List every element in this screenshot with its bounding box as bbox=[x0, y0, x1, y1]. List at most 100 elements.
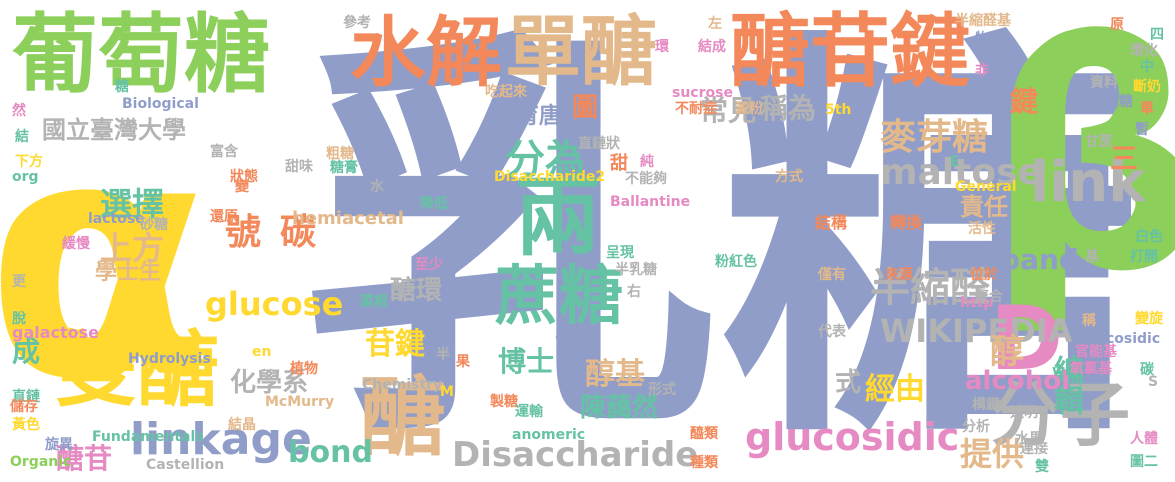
cloud-word: 國立臺灣大學 bbox=[42, 116, 186, 144]
cloud-word: 結構 bbox=[815, 213, 848, 232]
cloud-word: 富含 bbox=[210, 144, 238, 160]
cloud-word: anomeric bbox=[512, 427, 586, 443]
cloud-word: glucose bbox=[205, 285, 344, 323]
cloud-word: 還原 bbox=[210, 209, 238, 225]
cloud-word: Disaccharide bbox=[452, 435, 699, 475]
cloud-word: 代表 bbox=[818, 324, 846, 340]
cloud-word: 分為 bbox=[505, 137, 585, 183]
cloud-word: 形式 bbox=[648, 382, 676, 398]
cloud-word: 成 bbox=[12, 335, 41, 368]
cloud-word: 砂糖 bbox=[140, 217, 168, 233]
cloud-word: 更 bbox=[12, 274, 26, 290]
cloud-word: 黃色 bbox=[12, 417, 40, 433]
cloud-word: 不能夠 bbox=[625, 171, 667, 187]
cloud-word: 醇基 bbox=[585, 357, 645, 392]
cloud-word: 醇 bbox=[990, 332, 1024, 372]
cloud-word: 苷鍵 bbox=[365, 327, 425, 362]
cloud-word: 位於 bbox=[970, 267, 998, 283]
cloud-word: Organic bbox=[10, 454, 72, 470]
cloud-word: 降低 bbox=[420, 196, 448, 212]
cloud-word: 方式 bbox=[775, 169, 803, 185]
cloud-word: 糖 bbox=[115, 79, 129, 95]
cloud-word: wiki bbox=[1052, 363, 1084, 379]
cloud-word: 然 bbox=[12, 103, 26, 119]
cloud-word: 半乳糖 bbox=[615, 262, 657, 278]
cloud-word: 圖二 bbox=[1130, 454, 1158, 470]
cloud-word: 直鏈 bbox=[12, 389, 40, 405]
cloud-word: 僅有 bbox=[818, 267, 846, 283]
cloud-word: 圖 bbox=[572, 93, 599, 123]
cloud-word: 單醣 bbox=[505, 7, 657, 96]
cloud-word: alcohol bbox=[965, 366, 1071, 396]
cloud-word: maltose bbox=[880, 152, 1042, 193]
cloud-word: 不耐症 bbox=[675, 101, 717, 117]
cloud-word: 緩慢 bbox=[62, 236, 90, 252]
cloud-word: 原 bbox=[1110, 17, 1124, 33]
cloud-word: 蔗糖 bbox=[495, 260, 623, 334]
cloud-word: 博士 bbox=[498, 345, 555, 378]
cloud-word: linkage bbox=[130, 414, 312, 465]
cloud-word: 兩 bbox=[515, 168, 601, 268]
cloud-word: 透明 bbox=[1010, 405, 1038, 421]
cloud-word: 至少 bbox=[415, 257, 443, 273]
cloud-word: Hydrolysis bbox=[128, 351, 211, 367]
cloud-word: 下方 bbox=[15, 154, 43, 170]
cloud-word: WIKIPEDIA bbox=[880, 312, 1073, 350]
cloud-word: Biological bbox=[122, 96, 199, 112]
cloud-word: 果糖 bbox=[1105, 94, 1133, 110]
cloud-word: 種類 bbox=[690, 455, 718, 471]
cloud-word: 基 bbox=[1085, 249, 1099, 265]
cloud-word: McMurry bbox=[265, 394, 335, 410]
cloud-word: 左 bbox=[708, 16, 722, 32]
cloud-word: 葡萄糖 bbox=[12, 5, 270, 105]
cloud-word: 醣苷 bbox=[56, 442, 113, 475]
cloud-word: M bbox=[440, 384, 454, 400]
cloud-word: 資料 bbox=[1090, 75, 1118, 91]
cloud-word: bond bbox=[288, 435, 373, 470]
cloud-word: 製糖 bbox=[490, 394, 518, 410]
cloud-word: 上方 bbox=[100, 229, 165, 267]
cloud-word: 菜根 bbox=[360, 294, 388, 310]
cloud-word: 常見 bbox=[700, 94, 757, 127]
cloud-word: 氧氯基 bbox=[1070, 361, 1112, 377]
cloud-word: 環 bbox=[655, 39, 669, 55]
cloud-word: S bbox=[1148, 374, 1159, 390]
cloud-word: 選擇 bbox=[100, 185, 165, 223]
cloud-word: 白色 bbox=[1135, 229, 1163, 245]
cloud-word: hemiacetal bbox=[292, 208, 404, 229]
cloud-word: 直鏈狀 bbox=[578, 136, 620, 152]
cloud-word: 酶 bbox=[555, 332, 588, 370]
cloud-word: 狀態 bbox=[230, 169, 258, 185]
cloud-word: 醯類 bbox=[690, 426, 718, 442]
cloud-word: 半 bbox=[436, 347, 450, 363]
cloud-word: 打開 bbox=[1130, 249, 1158, 265]
cloud-word: 人體 bbox=[1130, 431, 1158, 447]
cloud-word: 責任 bbox=[960, 193, 1008, 221]
cloud-word: 分子 bbox=[990, 374, 1130, 456]
cloud-word: 暫 bbox=[1135, 122, 1149, 138]
cloud-word: E bbox=[950, 154, 960, 170]
cloud-word: 變旋 bbox=[1135, 311, 1163, 327]
cloud-word: α bbox=[0, 68, 212, 452]
cloud-word: 半縮醛基 bbox=[955, 13, 1011, 29]
cloud-word: 結 bbox=[15, 129, 29, 145]
cloud-word: link bbox=[1030, 150, 1146, 215]
cloud-word: 純 bbox=[640, 154, 654, 170]
cloud-word: 甜 bbox=[610, 153, 628, 174]
cloud-word: 甘蔗 bbox=[1085, 134, 1113, 150]
cloud-word: 張育唐 bbox=[495, 104, 562, 129]
cloud-word: 醣環 bbox=[390, 276, 443, 306]
cloud-word: 吃起來 bbox=[485, 84, 527, 100]
cloud-word: 鍵 bbox=[1010, 85, 1039, 118]
cloud-word: 連接 bbox=[1020, 441, 1048, 457]
cloud-word: 提供 bbox=[960, 435, 1025, 473]
cloud-word: 儲存 bbox=[10, 399, 38, 415]
cloud-word: 中 bbox=[1140, 59, 1154, 75]
cloud-word: 活性 bbox=[968, 221, 996, 237]
cloud-word: galactose bbox=[12, 323, 100, 342]
cloud-word: 醣 bbox=[360, 368, 446, 468]
cloud-word: 四 bbox=[1150, 27, 1164, 43]
cloud-word: 糖膏 bbox=[330, 160, 358, 176]
cloud-word: 聚合 bbox=[975, 289, 1003, 305]
